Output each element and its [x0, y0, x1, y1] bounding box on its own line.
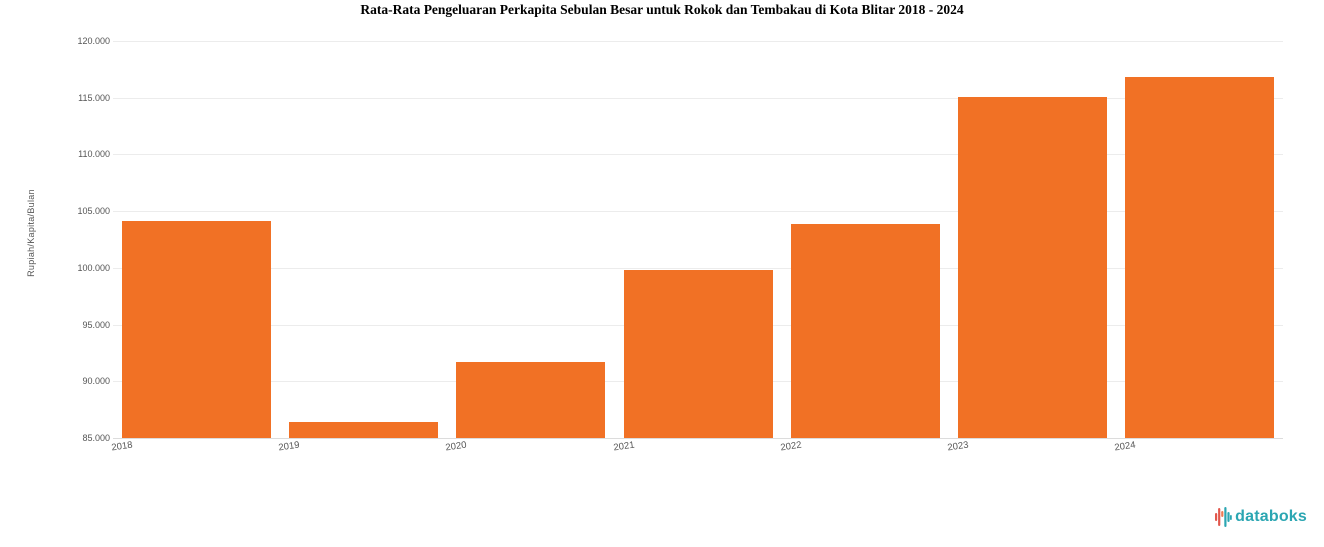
- gridline: [113, 41, 1283, 42]
- bar-2018[interactable]: [122, 221, 272, 438]
- y-axis-tick-label: 90.000: [82, 376, 110, 387]
- x-axis-label: 2021: [612, 439, 635, 454]
- y-axis-tick-label: 115.000: [78, 92, 110, 103]
- bar-2024[interactable]: [1124, 77, 1274, 438]
- gridline: [113, 211, 1283, 213]
- x-axis-label: 2022: [779, 439, 802, 454]
- x-axis-label: 2024: [1113, 439, 1137, 454]
- bar-2021[interactable]: [623, 270, 773, 438]
- bar-2022[interactable]: [790, 223, 940, 438]
- plot-area: [113, 33, 1283, 439]
- y-axis-tick-label: 85.000: [82, 433, 110, 443]
- bar-2019[interactable]: [289, 422, 439, 438]
- y-axis-title: Rupiah/Kapita/Bulan: [26, 189, 36, 277]
- chart-title: Rata-Rata Pengeluaran Perkapita Sebulan …: [360, 2, 964, 17]
- x-axis-label: 2023: [946, 439, 970, 454]
- bar-2020[interactable]: [456, 362, 606, 438]
- databoks-logo-text: databoks: [1235, 508, 1307, 525]
- y-axis-tick-label: 105.000: [77, 206, 110, 217]
- y-axis-tick-label: 100.000: [77, 262, 110, 273]
- y-axis-tick-label: 95.000: [82, 319, 110, 330]
- databoks-logo-icon: [1215, 507, 1232, 527]
- gridline: [113, 97, 1283, 99]
- gridline: [113, 267, 1283, 269]
- databoks-logo[interactable]: databoks: [1215, 504, 1307, 530]
- bar-2023[interactable]: [957, 96, 1107, 438]
- x-axis-label: 2019: [277, 439, 301, 454]
- y-axis-tick-label: 120.000: [77, 36, 110, 46]
- x-axis-label: 2020: [445, 439, 468, 454]
- gridline: [113, 154, 1283, 156]
- y-axis-tick-label: 110.000: [78, 149, 110, 160]
